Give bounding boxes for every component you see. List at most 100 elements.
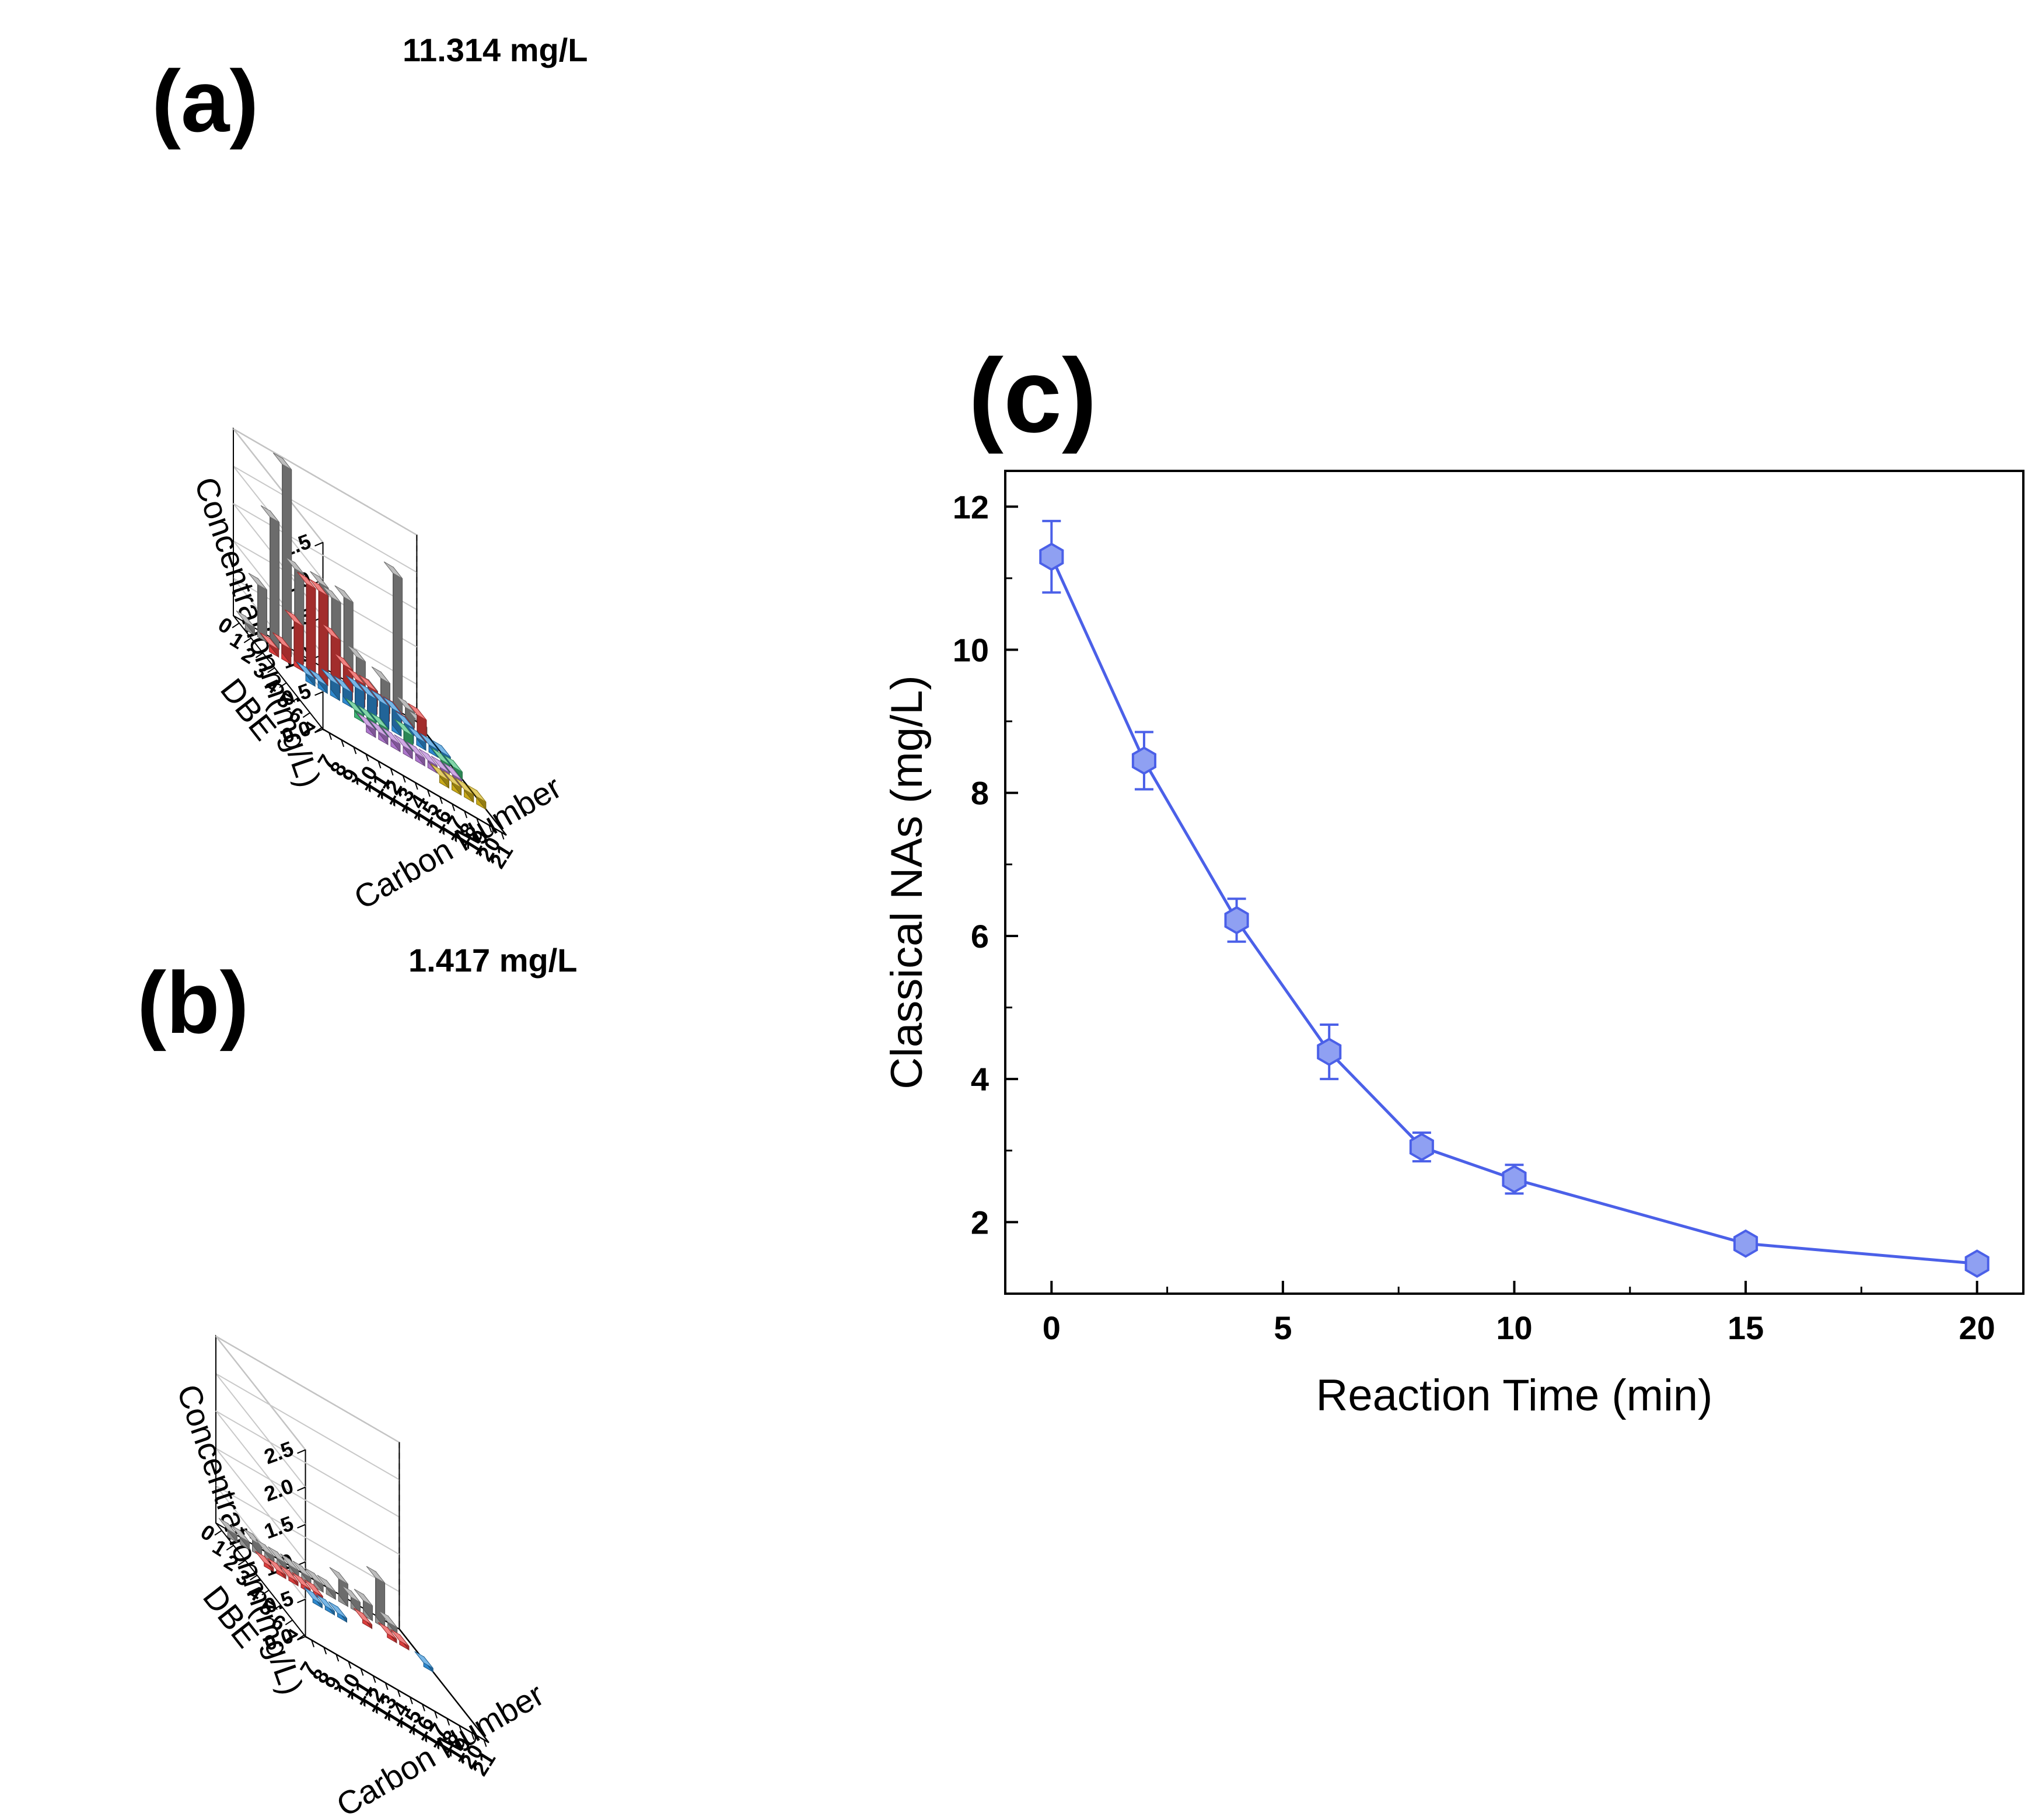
bar-top-face <box>442 770 461 788</box>
carbon-tick <box>488 825 492 833</box>
bar-top-face <box>321 668 340 686</box>
bar-top-face <box>406 741 425 759</box>
dbe-tick <box>279 682 287 689</box>
bar-dbe1-c11 <box>279 1565 299 1587</box>
panel-b-3d-chart: 0.00.51.01.52.02.5Concentrationm(mg/L)01… <box>170 1335 550 1820</box>
bar-top-face <box>280 1553 299 1571</box>
carbon-tick <box>464 811 468 819</box>
bar-dbe1-c19 <box>377 1622 397 1644</box>
data-point <box>1733 1229 1758 1258</box>
dbe-tick <box>255 652 264 658</box>
bar-top-face <box>377 1622 397 1640</box>
bar-top-face <box>236 610 255 628</box>
bar-side-face <box>282 457 292 658</box>
bar-top-face <box>354 1588 373 1606</box>
bar-dbe1-c10 <box>285 609 304 672</box>
bar-top-face <box>454 777 474 795</box>
bar-dbe1-c17 <box>353 1608 373 1630</box>
bar-top-face <box>334 585 354 603</box>
bar-dbe2-c14 <box>328 1601 347 1623</box>
carbon-tick <box>501 832 505 840</box>
series-line <box>1050 556 1977 1265</box>
carbon-tick <box>471 1732 475 1740</box>
bar-dbe1-c12 <box>309 579 328 687</box>
panel-a-total: 11.314 mg/L <box>403 32 588 68</box>
bar-top-face <box>418 748 438 766</box>
bars <box>218 1518 433 1673</box>
gridline <box>215 1410 400 1525</box>
dbe-tick <box>273 1604 281 1611</box>
dbe-tick <box>214 1529 222 1536</box>
bar-top-face <box>255 1539 275 1557</box>
dbe-tick <box>314 727 323 733</box>
panel-c-line-chart: 0 5 10 15 20 2 4 6 8 10 12 Reaction Time (min) Class… <box>882 470 2024 1420</box>
gridline <box>215 1373 400 1488</box>
bar-dbe5-c20 <box>454 777 474 804</box>
bar-dbe1-c10 <box>267 1557 286 1580</box>
bar-top-face <box>366 1566 385 1584</box>
y-tick-label: 10 <box>953 632 989 669</box>
gridline <box>233 503 417 618</box>
bar-top-face <box>296 662 316 679</box>
bar-top-face <box>443 754 463 773</box>
gridline <box>233 466 417 581</box>
bar-dbe0-c8 <box>230 1525 250 1550</box>
carbon-tick <box>397 1689 401 1697</box>
dbe-tick <box>243 637 251 644</box>
bar-dbe5-c19 <box>442 770 462 797</box>
bar-top-face <box>382 727 401 745</box>
bar-top-face <box>292 1572 311 1590</box>
panel-b-total: 1.417 mg/L <box>408 942 577 979</box>
bar-top-face <box>369 712 389 730</box>
y-tick-label: 4 <box>971 1061 989 1098</box>
bar-top-face <box>310 571 329 589</box>
z-tick <box>297 1486 306 1491</box>
bar-dbe5-c18 <box>430 763 449 789</box>
z-tick <box>314 691 323 696</box>
x-tick-label: 15 <box>1728 1309 1764 1346</box>
bar-top-face <box>317 1574 336 1592</box>
carbon-tick <box>452 804 456 811</box>
bar-top-face <box>396 696 415 713</box>
bar-top-face <box>279 1565 299 1583</box>
bar-top-face <box>395 711 414 729</box>
bar-top-face <box>353 1608 372 1625</box>
bar-top-face <box>328 1601 347 1619</box>
dbe-tick <box>250 1574 258 1581</box>
panel-a-letter: (a) <box>152 52 258 150</box>
bar-top-face <box>347 644 366 662</box>
data-point <box>1502 1165 1527 1194</box>
bar-dbe2-c11 <box>309 669 328 694</box>
bar-dbe1-c9 <box>272 632 292 665</box>
bar-top-face <box>321 623 341 641</box>
dbe-tick <box>296 1634 305 1640</box>
dbe-tick <box>267 667 275 673</box>
bar-top-face <box>370 689 390 707</box>
bar-top-face <box>254 1550 274 1569</box>
bar-top-face <box>248 572 267 591</box>
bar-dbe5-c21 <box>467 785 487 811</box>
bar-top-face <box>341 1585 361 1603</box>
bar-top-face <box>329 1567 348 1585</box>
x-tick-label: 5 <box>1274 1309 1292 1346</box>
bar-dbe2-c12 <box>303 1587 323 1609</box>
bar-dbe0-c16 <box>329 1567 348 1608</box>
bar-dbe2-c19 <box>407 725 426 752</box>
bar-top-face <box>305 1567 324 1585</box>
bar-top-face <box>267 1546 287 1564</box>
carbon-tick <box>414 782 418 790</box>
bar-dbe1-c11 <box>297 571 316 680</box>
bar-side-face <box>270 510 280 651</box>
bar-top-face <box>267 1557 286 1576</box>
gridline <box>233 428 417 543</box>
bar-dbe4-c16 <box>394 734 413 760</box>
carbon-tick <box>348 1661 352 1669</box>
bar-top-face <box>272 452 292 470</box>
bar-top-face <box>272 632 292 650</box>
bar-dbe2-c21 <box>414 1651 433 1673</box>
bar-top-face <box>345 675 365 693</box>
bar-top-face <box>309 669 328 686</box>
z-tick <box>314 542 323 547</box>
bar-top-face <box>383 561 403 579</box>
carbon-tick <box>483 1739 487 1747</box>
